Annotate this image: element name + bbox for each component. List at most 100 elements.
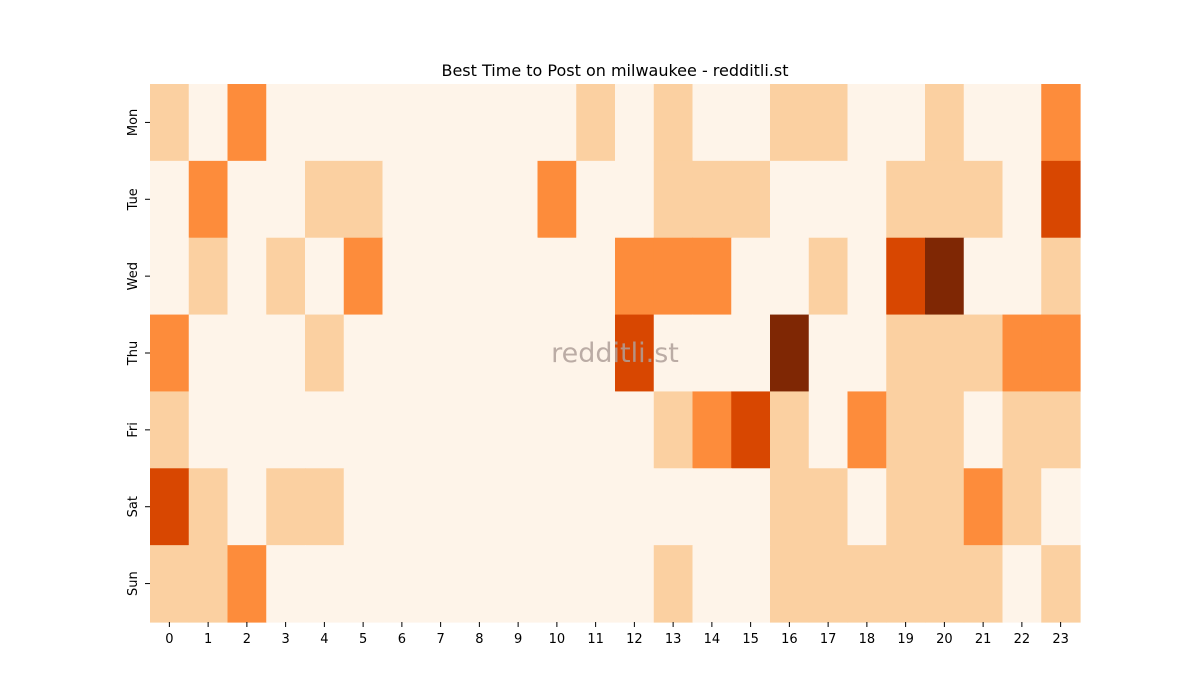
heatmap-cell-sat-17 — [808, 468, 849, 546]
x-tick-label: 4 — [320, 632, 328, 647]
x-axis: 0 1 2 3 4 5 6 7 8 9 10 11 12 13 14 15 16 17 18 19 20 21 22 23 — [165, 622, 1069, 647]
y-tick-label: Mon — [126, 109, 141, 136]
heatmap-cell-fri-21 — [963, 391, 1004, 469]
heatmap-cell-sun-21 — [963, 545, 1004, 623]
heatmap-cell-wed-5 — [343, 237, 384, 316]
heatmap-cell-sun-7 — [421, 545, 461, 623]
heatmap-cell-tue-18 — [847, 160, 887, 239]
heatmap-cell-sat-10 — [537, 468, 577, 546]
heatmap-cell-sat-2 — [227, 468, 267, 546]
heatmap-cell-sun-17 — [808, 545, 849, 623]
heatmap-cell-tue-6 — [382, 160, 422, 239]
heatmap-cell-thu-23 — [1041, 314, 1081, 393]
heatmap-cell-wed-20 — [925, 237, 965, 316]
heatmap-cell-tue-13 — [653, 160, 694, 239]
heatmap-cell-mon-21 — [963, 84, 1004, 162]
x-tick-label: 7 — [436, 632, 444, 647]
x-tick-label: 13 — [665, 632, 682, 647]
heatmap-cell-mon-6 — [382, 84, 422, 162]
heatmap-cell-sun-0 — [150, 545, 190, 623]
heatmap-cell-sat-19 — [886, 468, 926, 546]
heatmap-cell-wed-18 — [847, 237, 887, 316]
heatmap-cell-thu-12 — [615, 314, 655, 393]
heatmap-cell-tue-21 — [963, 160, 1004, 239]
heatmap-cell-mon-1 — [188, 84, 229, 162]
heatmap-cell-tue-1 — [188, 160, 229, 239]
heatmap-cell-sun-19 — [886, 545, 926, 623]
heatmap-cell-wed-16 — [770, 237, 810, 316]
x-tick-label: 14 — [704, 632, 721, 647]
heatmap-cell-thu-6 — [382, 314, 422, 393]
heatmap-cell-wed-21 — [963, 237, 1004, 316]
heatmap-cell-sat-22 — [1002, 468, 1042, 546]
heatmap-cell-mon-17 — [808, 84, 849, 162]
x-tick-label: 10 — [549, 632, 566, 647]
heatmap-cell-tue-0 — [150, 160, 190, 239]
heatmap-cell-thu-11 — [576, 314, 616, 393]
x-tick-label: 23 — [1052, 632, 1069, 647]
heatmap-cell-sun-2 — [227, 545, 267, 623]
heatmap-cell-wed-17 — [808, 237, 849, 316]
heatmap-cell-wed-11 — [576, 237, 616, 316]
heatmap-cell-mon-3 — [266, 84, 306, 162]
heatmap-cell-thu-3 — [266, 314, 306, 393]
heatmap-cell-mon-14 — [692, 84, 732, 162]
heatmap-cell-tue-3 — [266, 160, 306, 239]
heatmap-cell-sun-16 — [770, 545, 810, 623]
heatmap-cell-sat-14 — [692, 468, 732, 546]
heatmap-cell-tue-2 — [227, 160, 267, 239]
heatmap-cell-mon-11 — [576, 84, 616, 162]
heatmap-cell-thu-22 — [1002, 314, 1042, 393]
heatmap-cell-sat-5 — [343, 468, 384, 546]
heatmap-cell-sat-3 — [266, 468, 306, 546]
heatmap-cell-tue-14 — [692, 160, 732, 239]
heatmap-cell-sun-3 — [266, 545, 306, 623]
heatmap-cell-thu-15 — [731, 314, 771, 393]
y-tick-label: Thu — [126, 341, 141, 366]
heatmap-cell-sun-10 — [537, 545, 577, 623]
heatmap-cell-sun-15 — [731, 545, 771, 623]
heatmap-cell-fri-8 — [460, 391, 500, 469]
heatmap-cell-thu-19 — [886, 314, 926, 393]
heatmap-cell-fri-15 — [731, 391, 771, 469]
heatmap-cell-sat-16 — [770, 468, 810, 546]
heatmap-cell-sun-1 — [188, 545, 229, 623]
x-tick-label: 16 — [781, 632, 798, 647]
x-tick-label: 15 — [742, 632, 759, 647]
heatmap-cell-wed-6 — [382, 237, 422, 316]
heatmap-cell-wed-10 — [537, 237, 577, 316]
heatmap-cell-thu-2 — [227, 314, 267, 393]
heatmap-cell-thu-16 — [770, 314, 810, 393]
y-tick-label: Tue — [126, 188, 141, 211]
heatmap-cell-sat-13 — [653, 468, 694, 546]
heatmap-cell-sun-22 — [1002, 545, 1042, 623]
heatmap-cell-wed-2 — [227, 237, 267, 316]
heatmap-cell-wed-3 — [266, 237, 306, 316]
heatmap-cell-thu-18 — [847, 314, 887, 393]
heatmap-cell-tue-12 — [615, 160, 655, 239]
heatmap-cell-sat-18 — [847, 468, 887, 546]
heatmap-cell-fri-1 — [188, 391, 229, 469]
heatmap-cell-fri-16 — [770, 391, 810, 469]
heatmap-cell-fri-9 — [498, 391, 539, 469]
heatmap-cell-fri-11 — [576, 391, 616, 469]
heatmap-cell-sat-4 — [305, 468, 345, 546]
heatmap-cell-mon-8 — [460, 84, 500, 162]
x-tick-label: 3 — [281, 632, 289, 647]
heatmap-cell-fri-13 — [653, 391, 694, 469]
heatmap-cell-tue-7 — [421, 160, 461, 239]
heatmap-cell-fri-5 — [343, 391, 384, 469]
x-tick-label: 21 — [975, 632, 992, 647]
heatmap-cell-sun-23 — [1041, 545, 1081, 623]
heatmap-cell-sat-8 — [460, 468, 500, 546]
heatmap-cell-sat-15 — [731, 468, 771, 546]
heatmap-cell-sat-0 — [150, 468, 190, 546]
watermark-text: redditli.st — [551, 338, 679, 369]
heatmap-cell-sun-20 — [925, 545, 965, 623]
heatmap-cell-tue-9 — [498, 160, 539, 239]
heatmap-cell-mon-2 — [227, 84, 267, 162]
heatmap-cell-mon-10 — [537, 84, 577, 162]
heatmap-cell-fri-4 — [305, 391, 345, 469]
heatmap-cell-thu-7 — [421, 314, 461, 393]
